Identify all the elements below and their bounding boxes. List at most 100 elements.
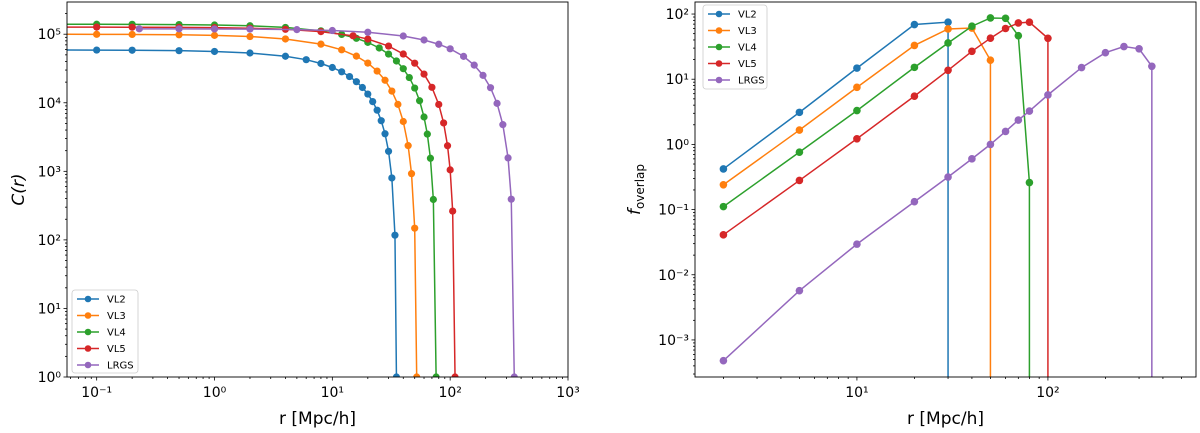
y-tick-label: 10⁻² [658, 268, 689, 284]
data-point-vl5 [349, 32, 357, 40]
y-axis-label: foverlap [625, 164, 647, 215]
data-point-vl3 [364, 59, 372, 67]
data-point-lrgs [175, 25, 183, 33]
data-point-lrgs [293, 26, 301, 34]
data-point-vl3 [381, 76, 389, 84]
series-line-vl5 [722, 21, 1049, 377]
ticks [63, 13, 569, 381]
data-point-lrgs [210, 25, 219, 33]
legend-marker-vl2 [84, 295, 92, 303]
data-point-vl4 [1014, 31, 1023, 40]
plot-area [67, 20, 518, 377]
legend-label-vl4: VL4 [738, 43, 757, 54]
data-point-vl4 [426, 154, 435, 162]
data-point-vl3 [281, 35, 290, 43]
y-tick-label: 10² [666, 7, 689, 23]
y-axis-label-main: C(r) [9, 173, 29, 205]
data-point-vl4 [795, 148, 804, 156]
y-axis-label: C(r) [9, 173, 29, 205]
data-point-lrgs [328, 26, 336, 35]
data-point-vl4 [910, 63, 919, 72]
series-line-vl4 [722, 17, 1031, 377]
left-panel-cr: 10⁻¹ 10⁰ 10¹ 10² 10³ 10⁰ 10¹ 10² 10³ 10⁴ 10⁵ r [Mpc… [9, 1, 580, 429]
data-point-lrgs [910, 197, 919, 206]
data-point-vl5 [853, 134, 861, 143]
data-point-vl4 [719, 202, 728, 211]
data-point-vl3 [944, 25, 952, 33]
data-point-vl5 [986, 34, 995, 42]
data-point-lrgs [986, 140, 995, 149]
legend-marker-vl2 [715, 10, 723, 18]
data-point-lrgs [504, 154, 512, 162]
data-point-vl4 [1025, 178, 1034, 187]
data-point-vl3 [373, 67, 381, 75]
data-point-vl3 [910, 41, 919, 50]
data-point-vl5 [411, 59, 419, 67]
data-point-lrgs [446, 45, 454, 53]
data-point-vl3 [175, 31, 183, 39]
data-point-vl5 [384, 42, 393, 50]
data-point-vl5 [440, 119, 448, 127]
data-point-lrgs [944, 173, 952, 181]
data-point-vl3 [986, 56, 995, 64]
data-point-lrgs [853, 240, 861, 248]
data-point-vl2 [317, 59, 325, 68]
data-point-vl4 [1001, 14, 1010, 23]
data-point-lrgs [510, 373, 518, 377]
legend-label-vl4: VL4 [107, 328, 126, 339]
data-point-vl5 [1025, 18, 1034, 26]
data-point-vl5 [1014, 19, 1023, 27]
data-point-lrgs [499, 121, 507, 129]
data-point-vl5 [968, 47, 976, 56]
data-point-vl2 [388, 174, 396, 182]
legend-label-vl5: VL5 [107, 344, 126, 355]
data-point-vl2 [373, 106, 381, 114]
data-point-lrgs [795, 286, 804, 295]
data-point-vl2 [281, 52, 290, 60]
data-point-lrgs [1044, 91, 1052, 99]
legend-label-vl3: VL3 [738, 26, 757, 37]
data-point-vl2 [910, 20, 919, 29]
data-point-vl2 [391, 231, 399, 239]
data-point-lrgs [470, 61, 478, 69]
data-point-vl5 [443, 142, 452, 150]
legend-marker-lrgs [84, 361, 92, 369]
data-point-lrgs [507, 195, 515, 203]
y-axis-label-main: f [625, 206, 645, 215]
legend-marker-vl3 [715, 27, 723, 34]
x-tick-label: 10¹ [321, 385, 344, 401]
x-axis-label: r [Mpc/h] [907, 409, 984, 429]
data-point-lrgs [135, 25, 143, 33]
y-tick-label: 10² [38, 233, 61, 249]
data-point-vl4 [384, 50, 393, 58]
x-tick-label: 10¹ [845, 385, 868, 401]
data-point-vl5 [399, 50, 407, 58]
series-lrgs [135, 25, 518, 377]
data-point-vl5 [128, 23, 136, 31]
data-point-lrgs [1077, 63, 1086, 72]
data-point-vl2 [392, 373, 401, 377]
data-point-vl5 [317, 27, 325, 36]
data-point-vl2 [246, 49, 254, 57]
data-point-lrgs [399, 32, 407, 40]
data-point-vl2 [377, 117, 385, 125]
data-point-lrgs [246, 25, 254, 33]
data-point-lrgs [1014, 116, 1023, 124]
data-point-lrgs [968, 155, 976, 163]
data-point-vl5 [420, 70, 428, 78]
data-point-vl2 [345, 72, 354, 81]
data-point-vl5 [451, 373, 459, 377]
data-point-vl3 [719, 180, 728, 189]
data-point-vl2 [719, 165, 728, 173]
data-point-vl5 [428, 83, 436, 91]
legend-marker-vl3 [84, 312, 92, 319]
data-point-lrgs [459, 52, 468, 60]
data-point-vl3 [128, 30, 136, 39]
data-point-vl3 [399, 117, 407, 126]
data-point-vl4 [411, 84, 419, 92]
data-point-lrgs [1001, 127, 1010, 136]
data-point-vl2 [853, 64, 861, 72]
data-point-vl3 [404, 142, 412, 150]
data-point-vl2 [944, 18, 952, 26]
